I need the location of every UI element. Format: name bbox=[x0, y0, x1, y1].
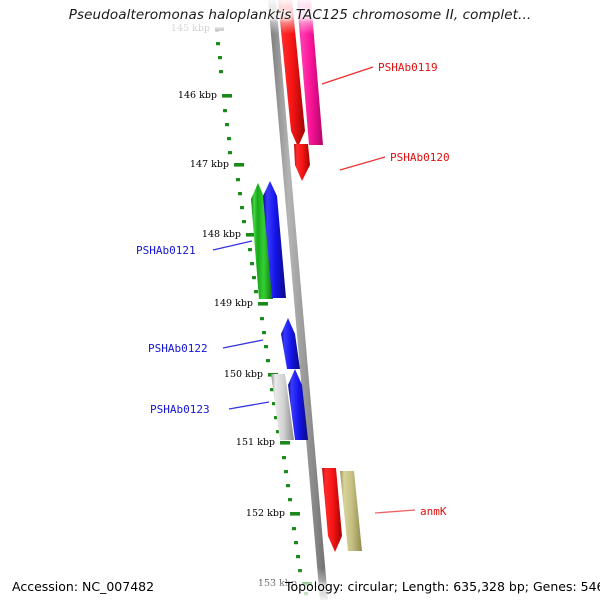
gene-glyph-PSHAb0119-cds[interactable] bbox=[297, 0, 323, 145]
ruler-label-146: 146 kbp bbox=[178, 90, 217, 101]
accession-label: Accession: NC_007482 bbox=[12, 579, 155, 594]
ruler-label-149: 149 kbp bbox=[214, 298, 253, 309]
leader-PSHAb0123 bbox=[228, 401, 270, 410]
ruler-label-150: 150 kbp bbox=[224, 369, 263, 380]
gene-label-PSHAb0120[interactable]: PSHAb0120 bbox=[390, 151, 450, 164]
ruler-label-151: 151 kbp bbox=[236, 437, 275, 448]
ruler-tick-148 bbox=[246, 233, 256, 237]
ruler-minor-ticks bbox=[213, 14, 308, 596]
ruler-tick-146 bbox=[222, 94, 232, 98]
gene-label-PSHAb0121[interactable]: PSHAb0121 bbox=[136, 244, 196, 257]
gene-glyph-PSHAb0123[interactable] bbox=[288, 369, 308, 440]
gene-glyph-anmK-cds[interactable] bbox=[340, 471, 362, 551]
ruler-label-148: 148 kbp bbox=[202, 229, 241, 240]
leader-PSHAb0119 bbox=[321, 66, 374, 85]
leader-anmK bbox=[374, 509, 416, 514]
genome-summary-label: Topology: circular; Length: 635,328 bp; … bbox=[285, 579, 600, 594]
bottom-fade-overlay bbox=[0, 568, 600, 600]
ruler-tick-147 bbox=[234, 163, 244, 167]
ruler-label-147: 147 kbp bbox=[190, 159, 229, 170]
leader-PSHAb0122 bbox=[222, 339, 264, 349]
ruler-tick-151 bbox=[280, 441, 290, 445]
gene-label-PSHAb0119[interactable]: PSHAb0119 bbox=[378, 61, 438, 74]
gene-label-anmK[interactable]: anmK bbox=[420, 505, 447, 518]
gene-glyph-PSHAb0121-cds[interactable] bbox=[263, 181, 286, 298]
gene-glyph-PSHAb0122[interactable] bbox=[281, 318, 300, 369]
gene-glyph-PSHAb0120[interactable] bbox=[294, 144, 310, 181]
gene-label-PSHAb0122[interactable]: PSHAb0122 bbox=[148, 342, 208, 355]
gene-glyph-PSHAb0123-gene[interactable] bbox=[271, 374, 294, 440]
gene-glyph-PSHAb0121[interactable] bbox=[251, 183, 273, 299]
ruler-label-152: 152 kbp bbox=[246, 508, 285, 519]
gene-glyph-anmK[interactable] bbox=[322, 468, 342, 552]
label-leader-lines bbox=[212, 66, 416, 514]
gene-labels[interactable]: PSHAb0119 PSHAb0120 PSHAb0121 PSHAb0122 … bbox=[136, 61, 450, 518]
ruler-tick-152 bbox=[290, 512, 300, 516]
ruler-tick-149 bbox=[258, 302, 268, 306]
leader-PSHAb0121 bbox=[212, 240, 253, 251]
leader-PSHAb0120 bbox=[339, 156, 386, 171]
sequence-backbone[interactable] bbox=[268, 0, 328, 600]
status-bar: Accession: NC_007482 Topology: circular;… bbox=[0, 574, 600, 600]
gene-label-PSHAb0123[interactable]: PSHAb0123 bbox=[150, 403, 210, 416]
gene-glyph-PSHAb0119[interactable] bbox=[278, 0, 305, 147]
top-fade-overlay bbox=[0, 0, 600, 34]
